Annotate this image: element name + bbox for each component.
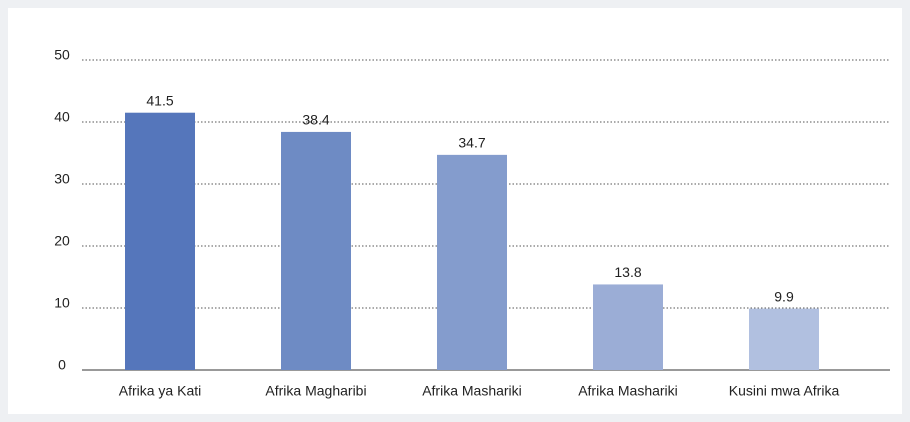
x-tick-label: Afrika ya Kati (119, 383, 201, 399)
y-tick-label: 40 (54, 109, 70, 125)
y-tick-label: 30 (54, 171, 70, 187)
bar (281, 131, 351, 370)
x-tick-label: Afrika Mashariki (578, 383, 678, 399)
data-label: 41.5 (146, 92, 173, 108)
bar (593, 284, 663, 370)
x-tick-label: Kusini mwa Afrika (729, 383, 840, 399)
bar (125, 112, 195, 370)
bar (437, 154, 507, 370)
y-tick-label: 10 (54, 295, 70, 311)
y-tick-label: 0 (58, 357, 66, 373)
data-label: 13.8 (614, 264, 641, 280)
bar (749, 308, 819, 370)
x-tick-label: Afrika Magharibi (265, 383, 366, 399)
data-label: 9.9 (774, 288, 794, 304)
y-tick-label: 20 (54, 233, 70, 249)
x-tick-label: Afrika Mashariki (422, 383, 522, 399)
data-label: 34.7 (458, 135, 485, 151)
data-label: 38.4 (302, 112, 329, 128)
y-tick-label: 50 (54, 47, 70, 63)
